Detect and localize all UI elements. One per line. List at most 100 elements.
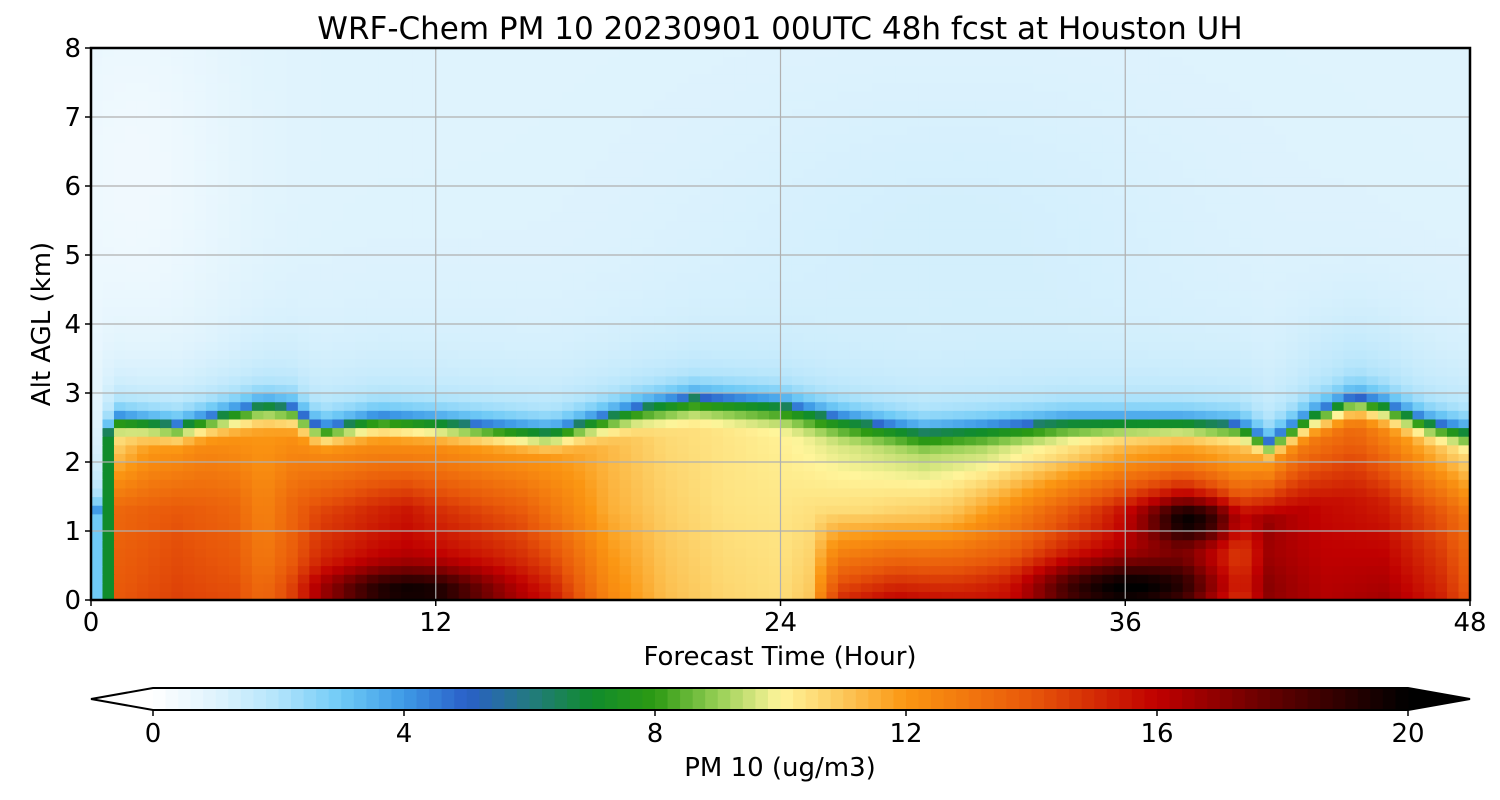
field-cell bbox=[700, 539, 713, 549]
field-cell bbox=[1389, 246, 1402, 256]
field-cell bbox=[458, 306, 471, 316]
field-cell bbox=[596, 487, 609, 498]
field-cell bbox=[194, 582, 207, 592]
field-cell bbox=[91, 479, 104, 489]
field-cell bbox=[113, 531, 127, 541]
field-cell bbox=[217, 255, 230, 265]
field-cell bbox=[378, 306, 391, 316]
field-cell bbox=[1412, 280, 1425, 291]
field-cell bbox=[1447, 582, 1460, 592]
field-cell bbox=[309, 574, 322, 584]
field-cell bbox=[700, 341, 713, 351]
field-cell bbox=[1090, 289, 1103, 299]
field-cell bbox=[1412, 444, 1425, 454]
field-cell bbox=[504, 341, 517, 351]
field-cell bbox=[665, 367, 678, 377]
field-cell bbox=[1125, 453, 1138, 463]
field-cell bbox=[504, 462, 517, 472]
field-cell bbox=[619, 462, 632, 472]
field-cell bbox=[1113, 393, 1126, 403]
field-cell bbox=[1366, 255, 1379, 265]
field-cell bbox=[1090, 565, 1103, 575]
field-cell bbox=[125, 384, 138, 394]
field-cell bbox=[401, 246, 414, 256]
field-cell bbox=[883, 263, 897, 273]
field-cell bbox=[1343, 263, 1356, 273]
field-cell bbox=[562, 255, 575, 265]
field-cell bbox=[585, 453, 598, 463]
field-cell bbox=[125, 401, 138, 411]
field-cell bbox=[1217, 487, 1230, 498]
field-cell bbox=[688, 531, 701, 541]
field-cell bbox=[619, 427, 632, 437]
field-cell bbox=[573, 470, 586, 480]
field-cell bbox=[389, 315, 402, 325]
field-cell bbox=[343, 289, 356, 299]
field-cell bbox=[665, 418, 678, 429]
field-cell bbox=[435, 453, 448, 463]
field-cell bbox=[481, 427, 494, 437]
field-cell bbox=[688, 393, 701, 403]
field-cell bbox=[228, 315, 241, 325]
field-cell bbox=[1366, 582, 1379, 592]
field-cell bbox=[1056, 324, 1069, 334]
field-cell bbox=[1067, 246, 1080, 256]
field-cell bbox=[148, 427, 161, 437]
field-cell bbox=[803, 298, 816, 308]
field-cell bbox=[711, 298, 724, 308]
field-cell bbox=[102, 332, 115, 342]
field-cell bbox=[1205, 255, 1218, 265]
field-cell bbox=[1159, 531, 1172, 541]
field-cell bbox=[987, 384, 1000, 394]
field-cell bbox=[1286, 427, 1299, 437]
field-cell bbox=[746, 393, 759, 403]
field-cell bbox=[849, 574, 862, 584]
field-cell bbox=[1113, 315, 1126, 325]
field-cell bbox=[136, 470, 150, 480]
field-cell bbox=[470, 410, 483, 420]
field-cell bbox=[677, 272, 690, 282]
field-cell bbox=[895, 522, 908, 532]
field-cell bbox=[424, 487, 437, 498]
field-cell bbox=[860, 324, 874, 334]
field-cell bbox=[1079, 505, 1092, 515]
field-cell bbox=[700, 272, 713, 282]
field-cell bbox=[1113, 505, 1126, 515]
field-cell bbox=[125, 539, 138, 549]
field-cell bbox=[791, 306, 805, 316]
field-cell bbox=[837, 582, 851, 592]
field-cell bbox=[504, 246, 517, 256]
field-cell bbox=[194, 487, 207, 498]
field-cell bbox=[1378, 513, 1391, 523]
field-cell bbox=[228, 548, 241, 558]
field-cell bbox=[872, 289, 885, 299]
field-cell bbox=[228, 565, 241, 575]
field-cell bbox=[757, 591, 770, 600]
field-cell bbox=[1102, 436, 1115, 446]
field-cell bbox=[1274, 255, 1287, 265]
field-cell bbox=[1240, 505, 1253, 515]
field-cell bbox=[631, 358, 644, 368]
field-cell bbox=[1297, 280, 1310, 291]
field-cell bbox=[608, 393, 621, 403]
field-cell bbox=[424, 401, 437, 411]
field-cell bbox=[562, 349, 575, 360]
field-cell bbox=[1171, 263, 1184, 273]
field-cell bbox=[1056, 298, 1069, 308]
field-cell bbox=[1435, 591, 1448, 600]
field-cell bbox=[596, 462, 609, 472]
field-cell bbox=[1251, 324, 1264, 334]
field-cell bbox=[332, 470, 345, 480]
field-cell bbox=[159, 280, 173, 291]
field-cell bbox=[1171, 384, 1184, 394]
field-cell bbox=[596, 556, 609, 567]
field-cell bbox=[286, 315, 299, 325]
field-cell bbox=[1102, 496, 1115, 506]
field-cell bbox=[1228, 418, 1241, 429]
field-cell bbox=[1010, 531, 1023, 541]
field-cell bbox=[631, 496, 644, 506]
field-cell bbox=[803, 306, 816, 316]
field-cell bbox=[860, 565, 874, 575]
field-cell bbox=[895, 427, 908, 437]
field-cell bbox=[1378, 436, 1391, 446]
